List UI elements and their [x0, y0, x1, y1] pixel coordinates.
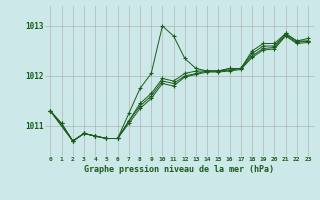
X-axis label: Graphe pression niveau de la mer (hPa): Graphe pression niveau de la mer (hPa)	[84, 165, 274, 174]
